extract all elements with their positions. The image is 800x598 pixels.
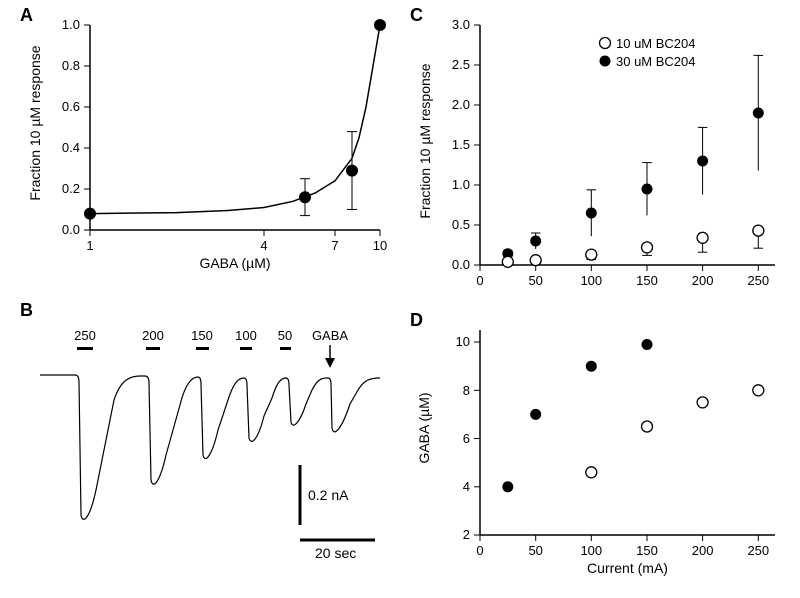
- scale-v-label: 0.2 nA: [308, 487, 349, 503]
- svg-text:1.5: 1.5: [452, 137, 470, 152]
- svg-text:1.0: 1.0: [62, 17, 80, 32]
- svg-text:30 uM BC204: 30 uM BC204: [616, 54, 696, 69]
- panel-d-ylabel: GABA (µM): [416, 368, 432, 488]
- panel-d: D 2 4 6 8 10 0 50 100 150 200 250 GA: [410, 310, 790, 590]
- svg-text:4: 4: [463, 479, 470, 494]
- svg-text:10: 10: [456, 334, 470, 349]
- panel-a-label: A: [20, 5, 33, 26]
- svg-text:100: 100: [580, 273, 602, 288]
- svg-text:3.0: 3.0: [452, 17, 470, 32]
- svg-text:0.2: 0.2: [62, 181, 80, 196]
- svg-text:250: 250: [747, 273, 769, 288]
- svg-text:0.6: 0.6: [62, 99, 80, 114]
- panel-b-trace: 250 200 150 100 50 GABA 0.2 nA 20 sec: [20, 300, 400, 580]
- svg-text:150: 150: [636, 543, 658, 558]
- svg-text:7: 7: [331, 238, 338, 253]
- panel-a-xlabel: GABA (µM): [90, 255, 380, 271]
- panel-b: B 250 200 150 100 50 GABA 0.2 nA 20 sec: [20, 300, 400, 590]
- svg-text:10 uM BC204: 10 uM BC204: [616, 36, 696, 51]
- svg-text:GABA: GABA: [312, 328, 348, 343]
- panel-c-chart: 0.0 0.5 1.0 1.5 2.0 2.5 3.0 0 50 100 150…: [410, 5, 790, 295]
- svg-text:50: 50: [528, 543, 542, 558]
- svg-text:8: 8: [463, 383, 470, 398]
- svg-text:200: 200: [692, 543, 714, 558]
- svg-text:100: 100: [235, 328, 257, 343]
- svg-text:0.4: 0.4: [62, 140, 80, 155]
- svg-text:50: 50: [528, 273, 542, 288]
- panel-a-chart: 0.0 0.2 0.4 0.6 0.8 1.0 1 4 7 10: [20, 5, 400, 275]
- svg-text:150: 150: [636, 273, 658, 288]
- panel-d-label: D: [410, 310, 423, 331]
- svg-text:150: 150: [191, 328, 213, 343]
- svg-text:250: 250: [74, 328, 96, 343]
- svg-text:250: 250: [747, 543, 769, 558]
- svg-text:200: 200: [142, 328, 164, 343]
- svg-text:0: 0: [476, 273, 483, 288]
- svg-text:2: 2: [463, 527, 470, 542]
- panel-a: A 0.0 0.2 0.4 0.6 0.8 1.0 1 4 7 10: [20, 5, 400, 275]
- panel-d-xlabel: Current (mA): [480, 560, 775, 576]
- panel-d-chart: 2 4 6 8 10 0 50 100 150 200 250: [410, 310, 790, 580]
- panel-c-label: C: [410, 5, 423, 26]
- svg-text:0: 0: [476, 543, 483, 558]
- svg-text:0.5: 0.5: [452, 217, 470, 232]
- svg-text:2.5: 2.5: [452, 57, 470, 72]
- svg-text:0.8: 0.8: [62, 58, 80, 73]
- svg-text:200: 200: [692, 273, 714, 288]
- panel-b-label: B: [20, 300, 33, 321]
- svg-text:4: 4: [260, 238, 267, 253]
- scale-h-label: 20 sec: [315, 545, 356, 561]
- svg-text:0.0: 0.0: [62, 222, 80, 237]
- svg-text:1.0: 1.0: [452, 177, 470, 192]
- svg-text:50: 50: [278, 328, 292, 343]
- svg-text:6: 6: [463, 431, 470, 446]
- panel-c: C 0.0 0.5 1.0 1.5 2.0 2.5 3.0 0 50 100 1…: [410, 5, 790, 295]
- svg-text:0.0: 0.0: [452, 257, 470, 272]
- panel-c-ylabel: Fraction 10 µM response: [417, 56, 433, 226]
- panel-a-ylabel: Fraction 10 µM response: [27, 38, 43, 208]
- svg-text:2.0: 2.0: [452, 97, 470, 112]
- svg-text:1: 1: [86, 238, 93, 253]
- svg-text:10: 10: [373, 238, 387, 253]
- svg-text:100: 100: [580, 543, 602, 558]
